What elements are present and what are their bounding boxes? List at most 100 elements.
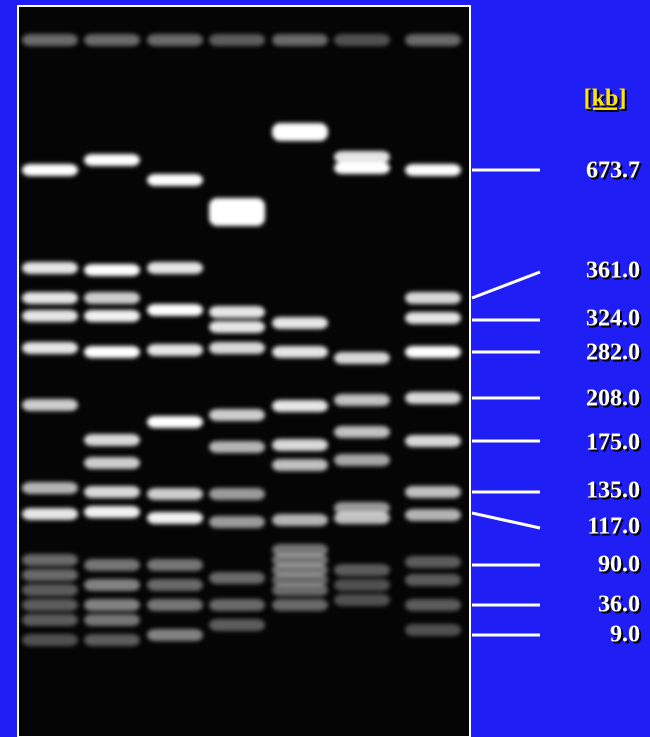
band [147, 629, 203, 641]
band [84, 579, 140, 591]
band [147, 304, 203, 316]
band [272, 439, 328, 451]
band [334, 512, 390, 524]
band [405, 392, 461, 404]
band [272, 514, 328, 526]
band [405, 556, 461, 568]
band [22, 292, 78, 304]
band [147, 262, 203, 274]
band [405, 312, 461, 324]
band [22, 599, 78, 611]
band [84, 559, 140, 571]
marker-label: 36.0 [598, 592, 640, 618]
band [334, 594, 390, 606]
band [147, 599, 203, 611]
band [147, 34, 203, 46]
band [22, 34, 78, 46]
band [209, 321, 265, 333]
band [272, 459, 328, 471]
band [84, 599, 140, 611]
band [84, 614, 140, 626]
band [84, 292, 140, 304]
unit-label: [kb] [584, 86, 627, 112]
band [334, 34, 390, 46]
band [334, 426, 390, 438]
band [84, 154, 140, 166]
band [209, 488, 265, 500]
band [22, 399, 78, 411]
band [22, 164, 78, 176]
band [22, 554, 78, 566]
band [334, 162, 390, 174]
band [84, 634, 140, 646]
band [334, 564, 390, 576]
band [272, 123, 328, 141]
band [147, 579, 203, 591]
band [334, 394, 390, 406]
band [405, 164, 461, 176]
marker-label: 361.0 [586, 258, 640, 284]
band [209, 599, 265, 611]
gel-figure: [kb] 673.7 361.0 324.0 282.0 208.0 175.0 135.0… [0, 0, 650, 737]
band [22, 310, 78, 322]
band [209, 342, 265, 354]
band [209, 441, 265, 453]
band [22, 508, 78, 520]
band [405, 509, 461, 521]
marker-label: 175.0 [586, 430, 640, 456]
band [209, 198, 265, 226]
band [147, 174, 203, 186]
band [405, 435, 461, 447]
marker-label: 673.7 [586, 158, 640, 184]
band [147, 512, 203, 524]
band [209, 306, 265, 318]
band [84, 34, 140, 46]
band [22, 614, 78, 626]
band [147, 488, 203, 500]
band [209, 409, 265, 421]
band [147, 559, 203, 571]
band [405, 346, 461, 358]
band [84, 264, 140, 276]
band [334, 352, 390, 364]
band [272, 346, 328, 358]
band [334, 454, 390, 466]
band [22, 342, 78, 354]
band [22, 482, 78, 494]
band [84, 506, 140, 518]
band [272, 317, 328, 329]
band [334, 151, 390, 163]
band [147, 416, 203, 428]
band [209, 34, 265, 46]
band [405, 292, 461, 304]
band [84, 346, 140, 358]
marker-label: 324.0 [586, 306, 640, 332]
marker-label: 9.0 [610, 622, 640, 648]
band [84, 486, 140, 498]
band [405, 574, 461, 586]
marker-label: 208.0 [586, 386, 640, 412]
band [22, 584, 78, 596]
band [84, 457, 140, 469]
band [209, 516, 265, 528]
band [209, 619, 265, 631]
band [272, 584, 328, 596]
marker-label: 135.0 [586, 478, 640, 504]
band [405, 599, 461, 611]
marker-label: 117.0 [587, 514, 640, 540]
band [405, 624, 461, 636]
marker-label: 90.0 [598, 552, 640, 578]
band [272, 400, 328, 412]
marker-label: 282.0 [586, 340, 640, 366]
band [147, 344, 203, 356]
band [22, 634, 78, 646]
band [209, 572, 265, 584]
band [84, 434, 140, 446]
band [272, 34, 328, 46]
band [22, 569, 78, 581]
band [22, 262, 78, 274]
band [405, 34, 461, 46]
band [272, 599, 328, 611]
band [334, 579, 390, 591]
band [405, 486, 461, 498]
